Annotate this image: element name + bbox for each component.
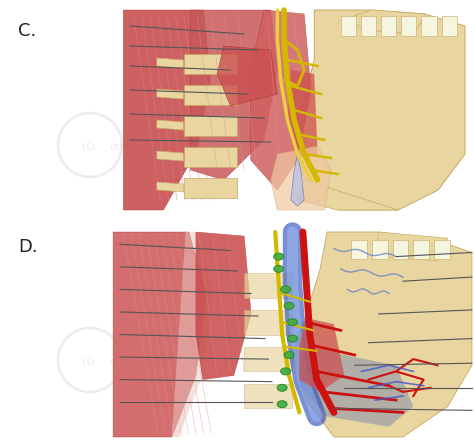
Polygon shape: [291, 154, 304, 206]
Polygon shape: [183, 54, 237, 74]
Polygon shape: [300, 345, 413, 427]
Ellipse shape: [288, 319, 298, 326]
Text: osmosis.org: osmosis.org: [110, 357, 168, 367]
Text: C.: C.: [18, 22, 36, 40]
Polygon shape: [291, 10, 465, 210]
Polygon shape: [157, 151, 183, 161]
Ellipse shape: [277, 401, 287, 408]
Polygon shape: [157, 120, 183, 130]
Polygon shape: [190, 10, 277, 180]
Polygon shape: [421, 16, 437, 36]
Ellipse shape: [284, 351, 294, 358]
Polygon shape: [157, 58, 183, 68]
Polygon shape: [271, 146, 331, 210]
Ellipse shape: [281, 368, 291, 375]
Polygon shape: [341, 16, 356, 36]
Polygon shape: [392, 240, 409, 259]
Polygon shape: [183, 178, 237, 198]
Polygon shape: [381, 16, 396, 36]
Polygon shape: [434, 240, 450, 259]
Polygon shape: [113, 232, 196, 437]
Polygon shape: [292, 232, 472, 437]
Polygon shape: [244, 310, 292, 334]
Polygon shape: [372, 240, 388, 259]
Polygon shape: [375, 232, 448, 261]
Polygon shape: [361, 16, 376, 36]
Text: (Ö: (Ö: [82, 356, 95, 368]
Polygon shape: [351, 240, 367, 259]
Polygon shape: [442, 16, 456, 36]
Polygon shape: [120, 232, 465, 437]
Text: (Ö: (Ö: [82, 141, 95, 153]
Polygon shape: [172, 232, 213, 437]
Polygon shape: [348, 10, 425, 34]
Polygon shape: [401, 16, 417, 36]
Polygon shape: [251, 10, 311, 190]
Polygon shape: [287, 70, 318, 158]
Polygon shape: [244, 273, 292, 298]
Ellipse shape: [284, 302, 294, 309]
Polygon shape: [300, 318, 344, 392]
Ellipse shape: [273, 253, 284, 260]
Polygon shape: [130, 10, 465, 210]
Polygon shape: [183, 85, 237, 105]
Polygon shape: [196, 232, 251, 380]
Text: osmosis.org: osmosis.org: [110, 142, 168, 152]
Text: D.: D.: [18, 238, 37, 256]
Polygon shape: [244, 347, 292, 371]
Polygon shape: [183, 147, 237, 167]
Ellipse shape: [281, 286, 291, 293]
Ellipse shape: [288, 335, 298, 342]
Polygon shape: [183, 116, 237, 136]
Polygon shape: [157, 182, 183, 192]
Polygon shape: [123, 10, 210, 210]
Polygon shape: [113, 232, 206, 437]
Polygon shape: [157, 89, 183, 99]
Ellipse shape: [277, 384, 287, 391]
Polygon shape: [217, 46, 277, 106]
Polygon shape: [413, 240, 429, 259]
Polygon shape: [298, 180, 398, 210]
Polygon shape: [244, 384, 292, 408]
Ellipse shape: [273, 266, 284, 272]
